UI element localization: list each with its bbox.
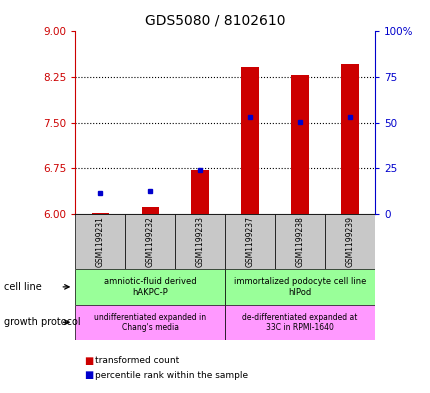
Bar <box>341 64 358 214</box>
Bar <box>175 214 224 269</box>
Text: GSM1199238: GSM1199238 <box>295 216 304 267</box>
Text: percentile rank within the sample: percentile rank within the sample <box>95 371 247 380</box>
Bar <box>274 214 324 269</box>
Bar <box>75 214 125 269</box>
Text: GDS5080 / 8102610: GDS5080 / 8102610 <box>145 14 285 28</box>
Bar <box>224 305 374 340</box>
Text: GSM1199237: GSM1199237 <box>245 216 254 267</box>
Bar <box>224 269 374 305</box>
Text: transformed count: transformed count <box>95 356 178 365</box>
Bar <box>92 213 109 214</box>
Text: ■: ■ <box>84 370 93 380</box>
Bar <box>324 214 374 269</box>
Bar <box>125 214 175 269</box>
Text: amniotic-fluid derived
hAKPC-P: amniotic-fluid derived hAKPC-P <box>104 277 196 297</box>
Text: ■: ■ <box>84 356 93 366</box>
Text: cell line: cell line <box>4 282 42 292</box>
Bar <box>75 269 224 305</box>
Bar <box>141 207 159 214</box>
Text: de-differentiated expanded at
33C in RPMI-1640: de-differentiated expanded at 33C in RPM… <box>242 312 357 332</box>
Bar <box>291 75 308 214</box>
Text: GSM1199233: GSM1199233 <box>195 216 204 267</box>
Text: GSM1199239: GSM1199239 <box>345 216 354 267</box>
Text: immortalized podocyte cell line
hIPod: immortalized podocyte cell line hIPod <box>233 277 366 297</box>
Text: GSM1199231: GSM1199231 <box>95 216 104 267</box>
Bar <box>241 67 258 214</box>
Text: undifferentiated expanded in
Chang's media: undifferentiated expanded in Chang's med… <box>94 312 206 332</box>
Text: GSM1199232: GSM1199232 <box>145 216 154 267</box>
Text: growth protocol: growth protocol <box>4 317 81 327</box>
Bar <box>191 170 209 214</box>
Bar <box>224 214 274 269</box>
Bar <box>75 305 224 340</box>
